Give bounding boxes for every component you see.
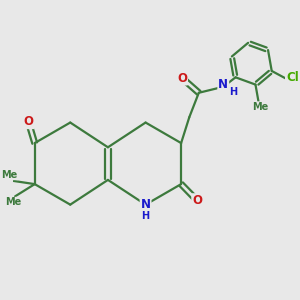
Text: Me: Me (2, 170, 18, 180)
Text: O: O (192, 194, 202, 207)
Text: H: H (141, 211, 149, 221)
Text: O: O (177, 72, 187, 85)
Text: Me: Me (5, 197, 21, 207)
Text: N: N (218, 78, 228, 91)
Text: O: O (23, 115, 33, 128)
Text: N: N (141, 198, 151, 211)
Text: Me: Me (252, 102, 268, 112)
Text: H: H (230, 87, 238, 97)
Text: Cl: Cl (286, 70, 299, 84)
